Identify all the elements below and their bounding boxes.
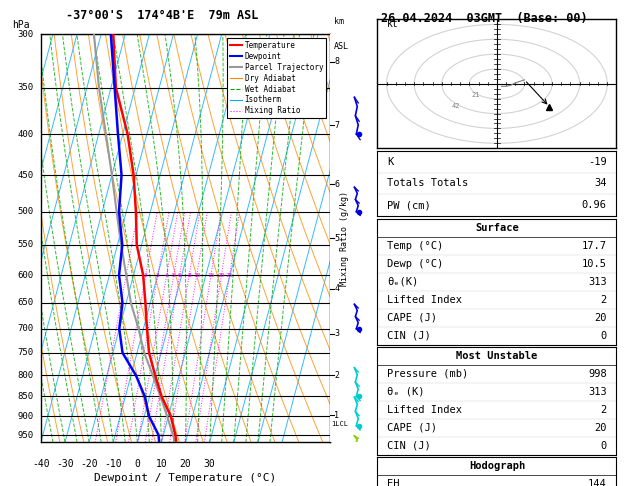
Text: 21: 21: [472, 92, 481, 98]
Text: θₑ (K): θₑ (K): [387, 387, 425, 397]
Text: -37°00'S  174°4B'E  79m ASL: -37°00'S 174°4B'E 79m ASL: [66, 9, 259, 22]
Text: 20: 20: [218, 273, 225, 278]
Text: 313: 313: [588, 277, 607, 287]
Text: 4: 4: [334, 284, 339, 293]
Text: 34: 34: [594, 178, 607, 189]
Text: 0.96: 0.96: [582, 200, 607, 210]
Text: 6: 6: [334, 180, 339, 189]
Text: 20: 20: [594, 312, 607, 323]
Text: 7: 7: [334, 121, 339, 130]
Text: 4: 4: [165, 273, 169, 278]
Text: Dewpoint / Temperature (°C): Dewpoint / Temperature (°C): [94, 473, 277, 483]
Text: 450: 450: [18, 171, 34, 179]
Text: Most Unstable: Most Unstable: [456, 351, 538, 361]
Text: 400: 400: [18, 130, 34, 139]
Text: 10.5: 10.5: [582, 259, 607, 269]
Text: 950: 950: [18, 431, 34, 439]
Text: 313: 313: [588, 387, 607, 397]
Text: 1LCL: 1LCL: [331, 421, 348, 427]
Text: 26.04.2024  03GMT  (Base: 00): 26.04.2024 03GMT (Base: 00): [381, 12, 587, 25]
Text: 2: 2: [144, 273, 148, 278]
Text: 5: 5: [172, 273, 175, 278]
Text: CIN (J): CIN (J): [387, 330, 431, 341]
Text: 5: 5: [334, 234, 339, 243]
Text: -19: -19: [588, 156, 607, 167]
Text: 0: 0: [601, 330, 607, 341]
Text: Pressure (mb): Pressure (mb): [387, 369, 468, 379]
Text: 750: 750: [18, 348, 34, 357]
Text: Totals Totals: Totals Totals: [387, 178, 468, 189]
Text: kt: kt: [387, 19, 398, 29]
Text: 30: 30: [204, 459, 216, 469]
Text: 2: 2: [601, 295, 607, 305]
Text: 1: 1: [334, 411, 339, 420]
Text: Dewp (°C): Dewp (°C): [387, 259, 443, 269]
Text: 650: 650: [18, 298, 34, 308]
Text: -40: -40: [32, 459, 50, 469]
Text: 0: 0: [135, 459, 140, 469]
Text: -20: -20: [81, 459, 98, 469]
Text: 10: 10: [193, 273, 201, 278]
Text: θₑ(K): θₑ(K): [387, 277, 418, 287]
Text: 42: 42: [451, 103, 460, 109]
Text: 17.7: 17.7: [582, 241, 607, 251]
Text: CAPE (J): CAPE (J): [387, 312, 437, 323]
Text: 850: 850: [18, 392, 34, 401]
Text: Lifted Index: Lifted Index: [387, 295, 462, 305]
Text: 700: 700: [18, 324, 34, 333]
Text: 8: 8: [334, 57, 339, 67]
Text: 25: 25: [226, 273, 233, 278]
Text: 6: 6: [178, 273, 182, 278]
Text: K: K: [387, 156, 393, 167]
Text: 144: 144: [588, 479, 607, 486]
Text: 10: 10: [155, 459, 167, 469]
Text: -10: -10: [104, 459, 122, 469]
Text: 3: 3: [156, 273, 160, 278]
Text: Surface: Surface: [475, 223, 519, 233]
Text: -30: -30: [56, 459, 74, 469]
Legend: Temperature, Dewpoint, Parcel Trajectory, Dry Adiabat, Wet Adiabat, Isotherm, Mi: Temperature, Dewpoint, Parcel Trajectory…: [227, 38, 326, 119]
Text: Temp (°C): Temp (°C): [387, 241, 443, 251]
Text: 900: 900: [18, 412, 34, 421]
Text: Lifted Index: Lifted Index: [387, 405, 462, 415]
Text: 550: 550: [18, 241, 34, 249]
Text: 500: 500: [18, 207, 34, 216]
Text: ASL: ASL: [334, 42, 349, 51]
Text: 20: 20: [180, 459, 191, 469]
Text: CIN (J): CIN (J): [387, 441, 431, 451]
Text: 20: 20: [594, 423, 607, 433]
Text: 15: 15: [207, 273, 214, 278]
Text: km: km: [334, 17, 344, 26]
Text: 0: 0: [601, 441, 607, 451]
Text: 1: 1: [125, 273, 128, 278]
Text: PW (cm): PW (cm): [387, 200, 431, 210]
Text: 300: 300: [18, 30, 34, 38]
Text: 350: 350: [18, 83, 34, 92]
Text: 998: 998: [588, 369, 607, 379]
Text: EH: EH: [387, 479, 399, 486]
Text: Hodograph: Hodograph: [469, 461, 525, 471]
Text: 2: 2: [334, 371, 339, 380]
Text: 3: 3: [334, 329, 339, 338]
Text: 2: 2: [601, 405, 607, 415]
Text: 800: 800: [18, 371, 34, 380]
Text: 600: 600: [18, 271, 34, 279]
Text: Mixing Ratio (g/kg): Mixing Ratio (g/kg): [340, 191, 349, 286]
Text: 8: 8: [187, 273, 191, 278]
Text: hPa: hPa: [12, 20, 30, 30]
Text: CAPE (J): CAPE (J): [387, 423, 437, 433]
